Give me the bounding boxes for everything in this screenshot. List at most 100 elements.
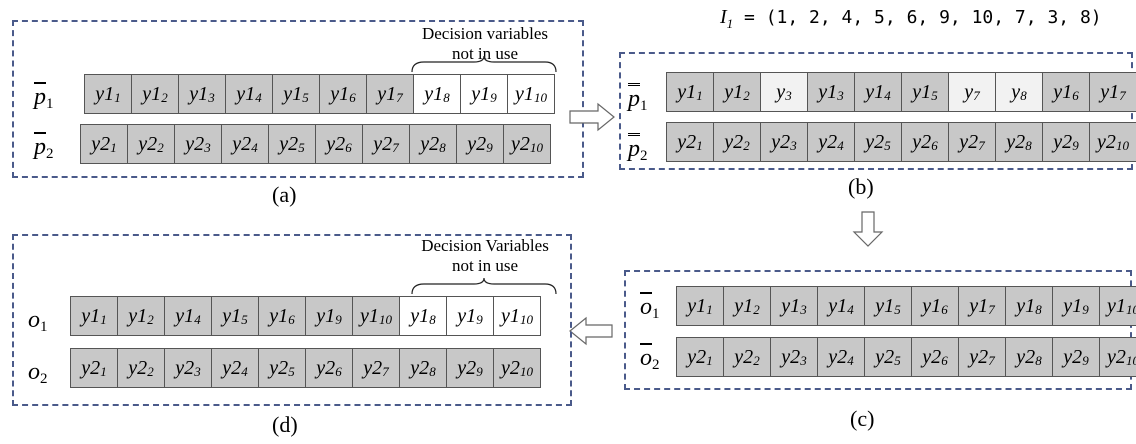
variable-index: 1 [100,364,107,379]
variable-cell: y1 6 [258,296,306,336]
variable-base: y1 [330,82,350,105]
variable-cell: y1 2 [117,296,165,336]
variable-base: y2 [1063,345,1083,368]
variable-cell: y1 9 [446,296,494,336]
variable-index: 9 [1072,138,1079,153]
variable-cell: y2 8 [995,122,1043,162]
variable-cell: y2 8 [409,124,457,164]
permutation-text: I1 = (1, 2, 4, 5, 6, 9, 10, 7, 3, 8) [720,6,1102,32]
variable-index: 6 [345,140,352,155]
variable-index: 7 [396,90,403,105]
variable-cell: y2 1 [70,348,118,388]
variable-base: y1 [316,304,336,327]
variable-cell: y1 1 [70,296,118,336]
variable-base: y2 [828,345,848,368]
variable-base: y1 [236,82,256,105]
annotation-d: Decision Variables not in use [400,236,570,276]
variable-index: 6 [1072,88,1079,103]
variable-cell: y2 1 [80,124,128,164]
variable-cell: y2 2 [723,337,771,377]
variable-index: 9 [335,312,342,327]
permutation-values: (1, 2, 4, 5, 6, 9, 10, 7, 3, 8) [765,7,1102,28]
variable-cell: y2 8 [1005,337,1053,377]
caption-d: (d) [272,412,298,437]
variable-index: 5 [302,90,309,105]
variable-base: y2 [1053,130,1073,153]
variable-base: y2 [128,356,148,379]
variable-base: y2 [734,345,754,368]
variable-base: y2 [875,345,895,368]
variable-base: y2 [781,345,801,368]
variable-base: y2 [922,345,942,368]
variable-base: y1 [189,82,209,105]
variable-base: y1 [424,82,444,105]
variable-base: y1 [128,304,148,327]
variable-cell: y1 8 [399,296,447,336]
variable-index: 1 [696,138,703,153]
label-pp1-b: p1 [628,83,648,114]
variable-index: 10 [533,90,547,105]
variable-index: 10 [519,364,533,379]
variable-index: 4 [241,364,248,379]
variable-base: y2 [175,356,195,379]
variable-cell: y2 6 [901,122,949,162]
variable-base: y1 [1107,294,1126,317]
variable-cell: y2 5 [864,337,912,377]
variable-cell: y1 9 [1052,286,1100,326]
variable-index: 1 [706,302,713,317]
variable-index: 10 [1125,302,1136,317]
variable-cell: y1 5 [272,74,320,114]
variable-base: y2 [1006,130,1026,153]
variable-index: 9 [490,90,497,105]
row-d2: y2 1 y2 2 y2 3 y2 4 y2 5 y2 6 y2 7 y2 8 y2 9 y2 10 [70,348,541,388]
panel-a [12,20,584,178]
variable-cell: y2 7 [362,124,410,164]
variable-cell: y2 7 [352,348,400,388]
variable-cell: y1 5 [864,286,912,326]
variable-cell: y2 8 [399,348,447,388]
variable-index: 7 [973,88,980,103]
variable-index: 5 [931,88,938,103]
variable-base: y [776,80,786,103]
variable-base: y2 [363,356,383,379]
variable-index: 2 [157,140,164,155]
variable-index: 8 [1020,88,1027,103]
variable-index: 7 [978,138,985,153]
variable-index: 6 [288,312,295,327]
variable-index: 3 [790,138,797,153]
variable-index: 8 [443,90,450,105]
variable-cell: y1 7 [366,74,414,114]
variable-base: y1 [912,80,932,103]
variable-cell: y1 3 [807,72,855,112]
variable-index: 8 [429,364,436,379]
row-b2: y2 1 y2 2 y2 3 y2 4 y2 5 y2 6 y2 7 y2 8 y2 9 y2 10 [666,122,1136,162]
variable-cell: y2 4 [211,348,259,388]
variable-index: 2 [147,364,154,379]
annotation-a-line2: not in use [451,44,519,63]
annotation-a: Decision variables not in use [400,24,570,64]
variable-base: y2 [1097,130,1116,153]
variable-base: y1 [501,304,520,327]
variable-cell: y1 4 [854,72,902,112]
variable-base: y2 [410,356,430,379]
variable-base: y2 [959,130,979,153]
variable-index: 3 [208,90,215,105]
row-b1: y1 1 y1 2 y 3 y1 3 y1 4 y1 5 y 7 y 8 y1 6 y1 7 [666,72,1136,112]
label-oc2-c: o2 [640,345,660,373]
variable-cell: y2 1 [676,337,724,377]
variable-base: y2 [912,130,932,153]
variable-index: 2 [753,302,760,317]
variable-base: y1 [377,82,397,105]
variable-base: y1 [922,294,942,317]
variable-base: y2 [969,345,989,368]
permutation-equals: = [733,7,766,28]
variable-index: 9 [1082,353,1089,368]
variable-base: y [1011,80,1021,103]
variable-index: 4 [194,312,201,327]
variable-index: 1 [100,312,107,327]
